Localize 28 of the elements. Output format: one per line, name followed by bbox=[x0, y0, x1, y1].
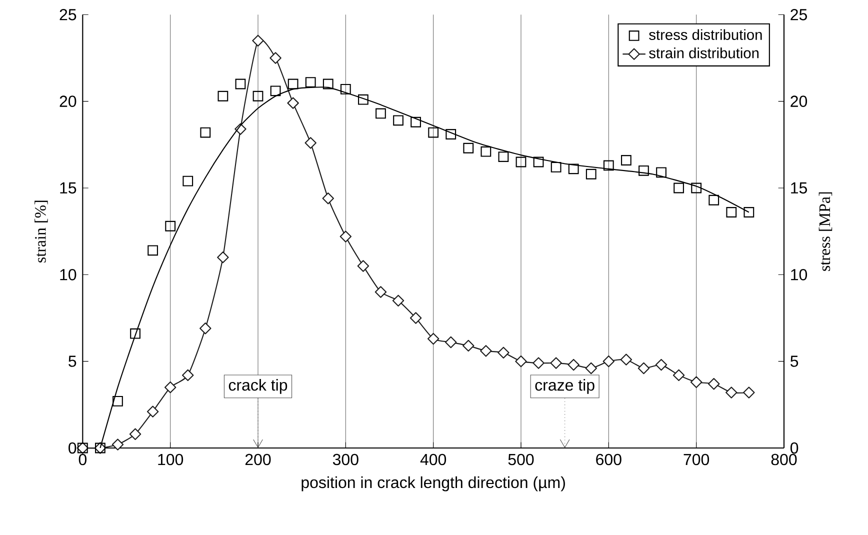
y-axis-title: strain [%] bbox=[34, 200, 48, 263]
legend-label: stress distribution bbox=[649, 29, 762, 40]
y-tick-label: 20 bbox=[60, 96, 76, 108]
ref-line-label: crack tip bbox=[228, 379, 288, 394]
x-tick-label: 200 bbox=[245, 454, 271, 466]
legend-label: strain distribution bbox=[649, 48, 759, 59]
y2-tick-label: 0 bbox=[790, 442, 798, 454]
y2-axis-title: stress [MPa] bbox=[818, 192, 832, 272]
x-tick-label: 0 bbox=[78, 454, 87, 466]
y2-tick-label: 15 bbox=[791, 182, 807, 194]
x-axis-title: position in crack length direction (µm) bbox=[302, 476, 565, 492]
ref-line-label: craze tip bbox=[535, 379, 594, 394]
x-tick-label: 600 bbox=[596, 454, 622, 466]
y2-tick-label: 5 bbox=[790, 356, 798, 368]
y2-tick-label: 20 bbox=[790, 96, 808, 108]
y2-tick-label: 10 bbox=[791, 269, 808, 280]
x-tick-label: 500 bbox=[508, 454, 534, 466]
x-tick-label: 800 bbox=[771, 454, 797, 466]
x-tick-label: 700 bbox=[684, 454, 710, 466]
y-tick-label: 0 bbox=[68, 442, 76, 454]
x-tick-label: 400 bbox=[420, 454, 446, 466]
y2-tick-label: 25 bbox=[790, 9, 807, 20]
x-tick-label: 100 bbox=[158, 454, 184, 466]
y-tick-label: 25 bbox=[60, 9, 76, 20]
y-tick-label: 10 bbox=[60, 269, 76, 280]
x-tick-label: 300 bbox=[332, 454, 358, 466]
y-tick-label: 5 bbox=[68, 356, 76, 368]
y-tick-label: 15 bbox=[60, 182, 76, 194]
